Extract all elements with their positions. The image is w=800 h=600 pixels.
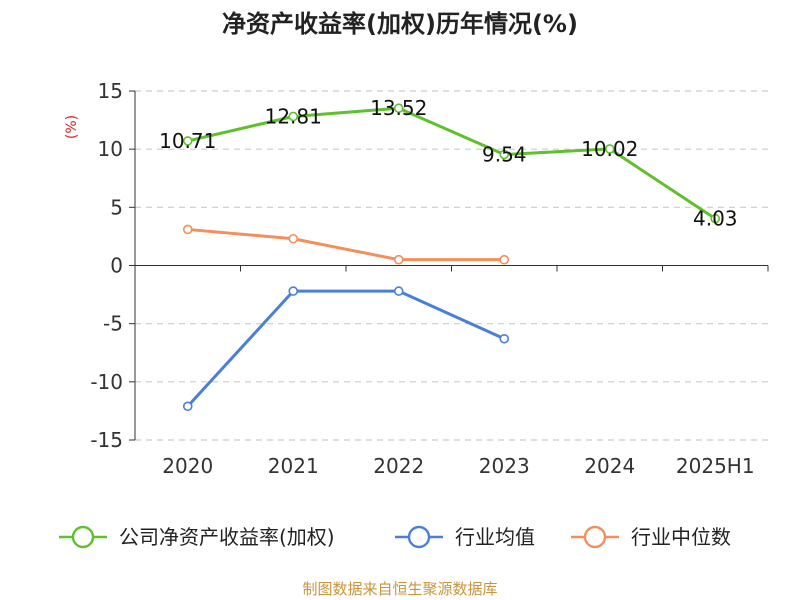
data-label: 12.81 <box>265 104 322 128</box>
data-point <box>182 224 193 235</box>
y-tick-label: 5 <box>110 195 123 219</box>
y-axis-label: (%) <box>64 115 80 139</box>
data-point <box>288 233 299 244</box>
data-point <box>288 111 299 122</box>
source-note: 制图数据来自恒生聚源数据库 <box>302 580 497 598</box>
y-tick-label: 0 <box>110 254 123 278</box>
data-point <box>182 136 193 146</box>
data-point <box>393 254 404 265</box>
data-point <box>604 144 615 154</box>
series-line <box>187 106 717 220</box>
y-tick-label: 10 <box>98 137 123 161</box>
series-layer <box>182 103 721 412</box>
data-label: 10.71 <box>159 129 216 153</box>
data-point <box>499 254 510 265</box>
x-tick-label: 2025H1 <box>676 454 755 478</box>
data-point <box>499 149 510 160</box>
data-point <box>182 401 193 412</box>
data-point <box>393 103 404 114</box>
y-tick-label: -10 <box>90 370 123 394</box>
y-tick-label: -15 <box>90 428 123 452</box>
x-ticks: 2020 2021 2022 2023 2024 2025H1 <box>162 454 754 478</box>
data-label: 4.03 <box>693 207 738 231</box>
x-tick-label: 2021 <box>268 454 319 478</box>
series-line <box>187 227 505 262</box>
x-tick-label: 2023 <box>479 454 530 478</box>
y-tick-label: 15 <box>98 79 123 103</box>
data-label: 9.54 <box>482 143 527 167</box>
legend-label: 行业均值 <box>455 525 535 549</box>
y-ticks: 15 10 5 0 -5 -10 -15 <box>90 79 123 452</box>
chart-title: 净资产收益率(加权)历年情况(%) <box>222 10 578 38</box>
axes <box>129 90 769 441</box>
data-point <box>288 286 299 296</box>
data-labels: 10.71 12.81 13.52 9.54 10.02 4.03 <box>159 96 737 230</box>
data-point <box>710 213 721 224</box>
legend: 公司净资产收益率(加权) 行业均值 行业中位数 <box>59 525 731 549</box>
y-tick-label: -5 <box>103 312 123 336</box>
legend-label: 公司净资产收益率(加权) <box>119 525 335 549</box>
legend-marker <box>583 525 607 549</box>
x-tick-label: 2024 <box>584 454 635 478</box>
legend-marker <box>407 525 431 549</box>
data-point <box>499 333 510 344</box>
x-tick-label: 2020 <box>162 454 213 478</box>
series-line <box>186 289 505 408</box>
legend-label: 行业中位数 <box>631 525 731 549</box>
data-label: 13.52 <box>370 96 427 120</box>
data-point <box>393 286 404 296</box>
data-label: 10.02 <box>581 137 638 161</box>
x-tick-label: 2022 <box>373 454 424 478</box>
legend-marker <box>71 525 95 549</box>
